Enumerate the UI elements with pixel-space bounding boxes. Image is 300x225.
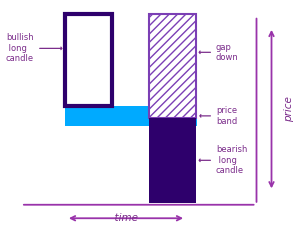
Bar: [65, 14, 112, 106]
Text: gap
down: gap down: [199, 43, 239, 62]
Bar: [149, 14, 196, 118]
Text: bullish
 long 
candle: bullish long candle: [6, 34, 62, 63]
Bar: [149, 118, 196, 202]
Text: bearish
 long 
candle: bearish long candle: [199, 145, 248, 175]
Text: time: time: [108, 213, 144, 223]
Bar: [64, 106, 197, 126]
Text: price: price: [284, 96, 295, 122]
Text: price
band: price band: [200, 106, 237, 126]
